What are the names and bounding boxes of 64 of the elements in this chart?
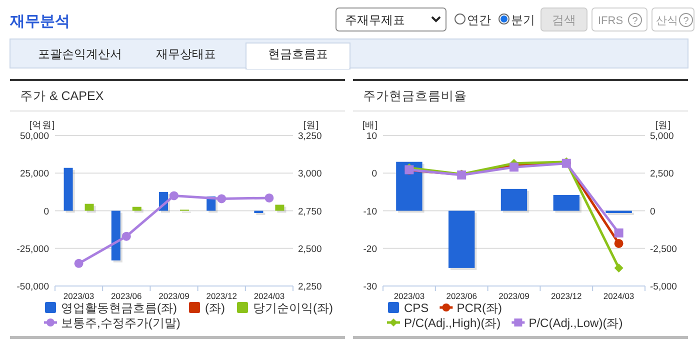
x-tick-label: 2023/06 <box>111 291 142 301</box>
point <box>217 194 226 204</box>
y2-tick-label: 3,000 <box>298 168 322 180</box>
legend-label: 보통주,수정주가(기말) <box>61 316 180 330</box>
point <box>614 238 624 248</box>
text: 주재무제표 <box>345 13 405 27</box>
y2-axis-title: [원] <box>655 120 671 131</box>
legend-label: CPS <box>404 301 429 315</box>
y2-axis-title: [원] <box>303 120 319 131</box>
text: ? <box>683 16 690 27</box>
y2-tick-label: 2,250 <box>298 282 322 292</box>
text: 포괄손익계산서 <box>38 47 122 61</box>
x-tick-label: 2024/03 <box>603 291 634 301</box>
text: 현금흐름표 <box>268 47 328 61</box>
y-tick-label: 0 <box>44 206 49 218</box>
point <box>170 191 178 200</box>
y-tick-label: 50,000 <box>20 131 49 142</box>
x-tick-label: 2023/03 <box>63 291 94 301</box>
x-tick-label: 2023/03 <box>394 291 425 301</box>
legend-label: 당기순이익(좌) <box>253 301 333 315</box>
legend-label: PCR(좌) <box>456 301 502 315</box>
x-tick-label: 2023/09 <box>158 291 190 301</box>
text: ? <box>632 16 638 27</box>
text: 산식 <box>656 15 678 27</box>
text: 재무분석 <box>9 13 70 30</box>
legend-label: 영업활동현금흐름(좌) <box>61 301 177 315</box>
y2-tick-label: 3,250 <box>298 131 322 142</box>
y-tick-label: -25,000 <box>16 244 49 255</box>
x-tick-label: 2023/09 <box>498 291 530 301</box>
y-axis-title: [배] <box>362 120 378 131</box>
text: IFRS <box>598 15 624 27</box>
legend-label: P/C(Adj.,Low)(좌) <box>528 316 623 330</box>
point <box>264 193 274 202</box>
y-tick-label: 10 <box>366 131 377 142</box>
chart-title: 주가 & CAPEX <box>20 89 104 103</box>
y2-tick-label: 2,500 <box>298 244 322 255</box>
y-tick-label: 25,000 <box>20 168 49 180</box>
y-tick-label: -10 <box>363 206 377 218</box>
y2-tick-label: -2,500 <box>650 244 677 255</box>
text: 검색 <box>552 13 576 27</box>
y-tick-label: -30 <box>363 282 377 292</box>
x-tick-label: 2023/12 <box>551 291 582 301</box>
text: 재무상태표 <box>156 47 216 61</box>
y2-tick-label: 2,500 <box>650 168 674 180</box>
y2-tick-label: -5,000 <box>650 282 677 292</box>
x-tick-label: 2023/12 <box>206 291 238 301</box>
y-tick-label: -50,000 <box>16 282 49 292</box>
chart-title: 주가현금흐름비율 <box>363 89 467 103</box>
legend-label: P/C(Adj.,High)(좌) <box>404 316 501 330</box>
y2-tick-label: 2,750 <box>298 206 322 218</box>
point <box>614 263 624 272</box>
legend-label: (좌) <box>205 301 225 315</box>
y-tick-label: 0 <box>372 168 377 180</box>
y-tick-label: -20 <box>363 244 377 255</box>
point <box>614 228 624 238</box>
y2-tick-label: 5,000 <box>650 131 674 142</box>
point <box>74 258 84 268</box>
point <box>122 232 131 241</box>
x-tick-label: 2023/06 <box>446 291 478 301</box>
y2-tick-label: 0 <box>650 206 656 218</box>
x-tick-label: 2024/03 <box>254 291 285 301</box>
text: 연간 <box>467 13 491 27</box>
text: 분기 <box>511 13 535 27</box>
y-axis-title: [억원] <box>29 120 55 131</box>
